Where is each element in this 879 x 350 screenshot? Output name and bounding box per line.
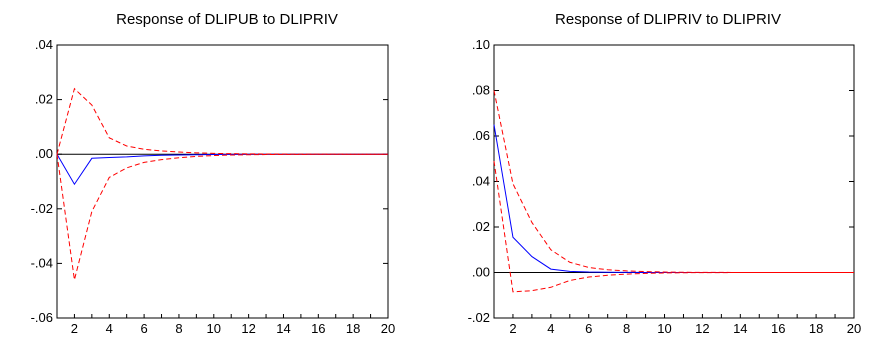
x-tick-label: 4 — [106, 321, 113, 336]
x-tick-label: 16 — [771, 321, 785, 336]
plot-frame — [56, 44, 389, 319]
chart-panel-dlipub: Response of DLIPUB to DLIPRIV 2 4 6 8 10 12 14… — [31, 11, 396, 336]
y-tick-label: .04 — [472, 174, 490, 189]
y-tick-label: .08 — [472, 83, 490, 98]
y-tick-label: -.02 — [468, 310, 490, 325]
x-tick-label: 12 — [695, 321, 709, 336]
x-tick-label: 10 — [657, 321, 671, 336]
series-group — [493, 90, 854, 293]
y-tick-label: -.04 — [31, 255, 53, 270]
chart-title: Response of DLIPRIV to DLIPRIV — [555, 11, 781, 28]
x-tick-label: 18 — [809, 321, 823, 336]
x-tick-label: 6 — [585, 321, 592, 336]
x-tick-label: 18 — [346, 321, 360, 336]
plot-frame — [493, 44, 855, 319]
x-tick-label: 16 — [311, 321, 325, 336]
x-tick-label: 2 — [71, 321, 78, 336]
x-tick-label: 10 — [207, 321, 221, 336]
y-tick-label: .02 — [35, 92, 53, 107]
x-tick-label: 12 — [241, 321, 255, 336]
y-tick-label: -.06 — [31, 310, 53, 325]
chart-panel-dlipriv: Response of DLIPRIV to DLIPRIV 2 4 6 8 10 12 1… — [468, 11, 862, 336]
y-tick-label: .00 — [35, 146, 53, 161]
series-line-lower — [56, 153, 388, 280]
y-tick-label: .10 — [472, 37, 490, 52]
series-group — [56, 87, 388, 280]
axis-ticks — [56, 44, 389, 319]
x-tick-label: 8 — [175, 321, 182, 336]
y-tick-label: -.02 — [31, 201, 53, 216]
y-tick-label: .06 — [472, 128, 490, 143]
x-tick-label: 2 — [509, 321, 516, 336]
axis-tick-labels: 2 4 6 8 10 12 14 16 18 20 -.02 .00 .02 .04 .06 .08 .10 — [468, 37, 862, 336]
x-tick-label: 6 — [140, 321, 147, 336]
x-tick-label: 4 — [547, 321, 554, 336]
chart-title: Response of DLIPUB to DLIPRIV — [116, 11, 338, 28]
y-tick-label: .00 — [472, 265, 490, 280]
series-line-upper — [493, 90, 854, 273]
x-tick-label: 14 — [276, 321, 290, 336]
x-tick-label: 20 — [847, 321, 861, 336]
axis-tick-labels: 2 4 6 8 10 12 14 16 18 20 -.06 -.04 -.02 .00 .02 .04 — [31, 37, 396, 336]
series-line-upper — [56, 87, 388, 155]
x-tick-label: 8 — [623, 321, 630, 336]
y-tick-label: .02 — [472, 219, 490, 234]
y-tick-label: .04 — [35, 37, 53, 52]
x-tick-label: 14 — [733, 321, 747, 336]
axis-ticks — [493, 44, 855, 319]
x-tick-label: 20 — [381, 321, 395, 336]
